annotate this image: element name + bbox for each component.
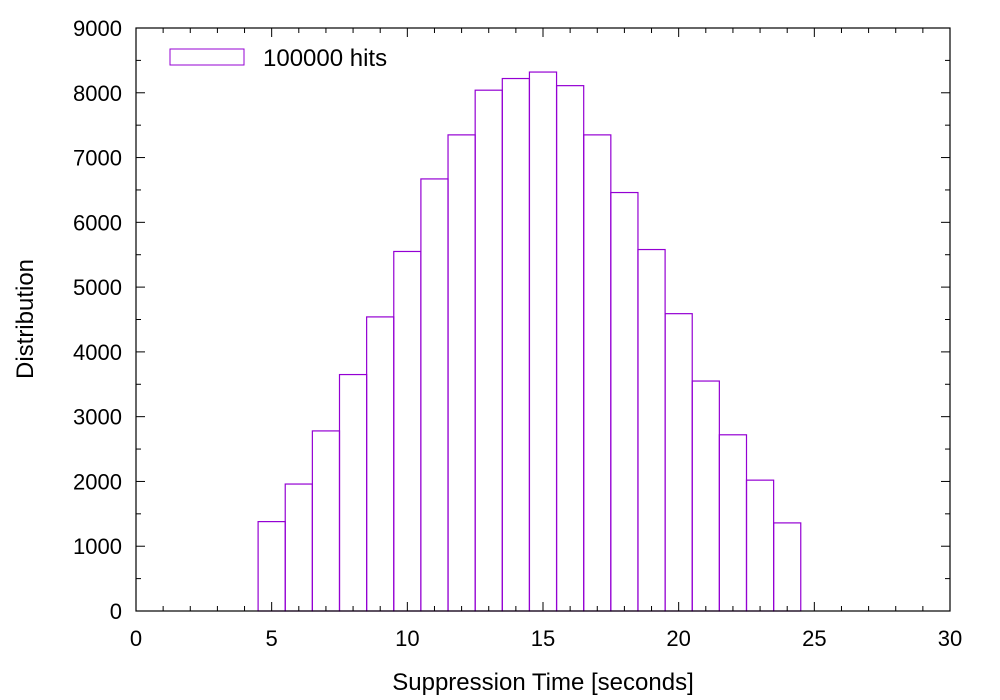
y-tick-label: 3000	[73, 405, 122, 430]
histogram-bar-11	[420, 178, 449, 612]
ticks-layer	[135, 27, 951, 612]
y-axis-label: Distribution	[12, 259, 39, 379]
y-tick-label: 7000	[73, 146, 122, 171]
x-axis-label: Suppression Time [seconds]	[392, 669, 694, 696]
x-tick-label: 15	[531, 626, 555, 651]
bars-layer	[257, 71, 802, 612]
histogram-bar-24	[773, 522, 802, 612]
y-tick-label: 4000	[73, 340, 122, 365]
x-tick-label: 10	[395, 626, 419, 651]
histogram-bar-5	[257, 521, 286, 612]
histogram-bar-9	[366, 316, 395, 612]
histogram-bar-13	[474, 89, 503, 612]
histogram-bar-12	[447, 134, 476, 612]
y-tick-label: 1000	[73, 534, 122, 559]
x-tick-label: 25	[802, 626, 826, 651]
histogram-bar-7	[311, 430, 341, 612]
histogram-bar-14	[501, 77, 531, 612]
x-tick-label: 30	[938, 626, 962, 651]
histogram-bar-21	[691, 380, 720, 612]
histogram-bar-17	[583, 134, 612, 612]
histogram-bar-10	[393, 250, 422, 612]
x-tick-label: 0	[130, 626, 142, 651]
x-tick-label: 5	[266, 626, 278, 651]
histogram-bar-16	[555, 85, 585, 612]
legend-swatch	[169, 48, 245, 66]
y-tick-label: 9000	[73, 16, 122, 41]
x-tick-label: 20	[666, 626, 690, 651]
histogram-bar-8	[338, 373, 368, 612]
legend: 100000 hits	[169, 45, 387, 72]
y-tick-label: 6000	[73, 210, 122, 235]
y-tick-label: 2000	[73, 469, 122, 494]
y-tick-label: 5000	[73, 275, 122, 300]
histogram-bar-18	[610, 191, 639, 612]
legend-label: 100000 hits	[263, 45, 387, 72]
histogram-bar-22	[718, 434, 748, 612]
histogram-bar-6	[284, 483, 313, 612]
tick-labels-layer: 0 5 10 15 20 25 30 0 1000 2000 3000 4000 5000 6000 700…	[73, 16, 962, 651]
histogram-bar-23	[745, 479, 775, 612]
histogram-bar-20	[664, 313, 693, 612]
y-tick-label: 8000	[73, 81, 122, 106]
y-tick-label: 0	[110, 599, 122, 624]
histogram-bar-19	[637, 248, 666, 612]
histogram-bar-15	[528, 71, 558, 612]
